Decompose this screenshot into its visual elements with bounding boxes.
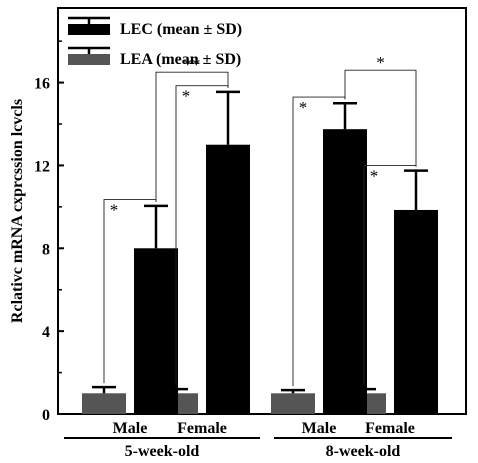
- legend: LEC (mean ± SD) LEA (mean ± SD): [68, 16, 242, 68]
- bar: [271, 393, 315, 414]
- group-label: 5-week-old: [125, 443, 200, 460]
- bar: [394, 209, 438, 414]
- significance-label: **: [184, 55, 201, 74]
- significance-bracket: [155, 71, 229, 202]
- y-tick-label: 8: [42, 241, 50, 258]
- y-tick-label: 16: [34, 76, 50, 93]
- bar: [134, 248, 178, 414]
- category-label: Female: [177, 420, 227, 437]
- significance-layer: *******: [103, 53, 417, 387]
- group-label: 8-week-old: [326, 443, 401, 460]
- x-axis: Male Female Male Female 5-week-old 8-week-old: [64, 420, 452, 460]
- category-label: Male: [302, 420, 337, 437]
- legend-swatch: [68, 54, 110, 65]
- significance-bracket: [344, 69, 417, 167]
- y-tick-label: 12: [34, 158, 50, 175]
- y-axis: 0 4 8 12 16: [34, 40, 64, 424]
- significance-label: *: [110, 201, 119, 220]
- significance-label: *: [370, 166, 379, 185]
- y-tick-label: 0: [42, 407, 50, 424]
- bars-layer: [82, 90, 438, 414]
- significance-label: *: [182, 87, 191, 106]
- bar: [82, 393, 126, 414]
- significance-label: *: [376, 53, 385, 72]
- bar: [206, 144, 250, 414]
- category-label: Male: [113, 420, 148, 437]
- y-axis-label: Rclativc mRNA cxprcssion lcvcls: [9, 99, 26, 323]
- category-label: Female: [365, 420, 415, 437]
- significance-label: *: [299, 98, 308, 117]
- legend-label: LEC (mean ± SD): [120, 21, 242, 38]
- y-tick-label: 4: [42, 324, 50, 341]
- legend-label: LEA (mean ± SD): [120, 51, 241, 68]
- plot-frame: [57, 7, 467, 415]
- bar: [323, 129, 367, 414]
- legend-swatch: [68, 24, 110, 35]
